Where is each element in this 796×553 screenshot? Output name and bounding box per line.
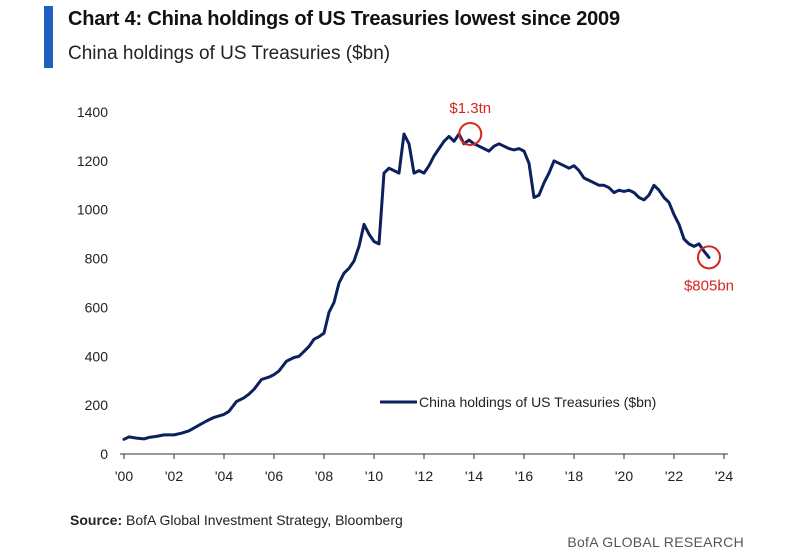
x-axis-ticks: '00 '02 '04 '06 '08 '10 '12 '14 '16 '18 '20 '22 '24 [115,454,733,484]
x-tick-label: '20 [615,468,633,484]
y-tick-label: 1000 [77,202,108,218]
annotation-label: $805bn [684,277,734,294]
chart-subtitle: China holdings of US Treasuries ($bn) [68,43,391,64]
annotations: $1.3tn $805bn [449,100,734,294]
annotation-circle [458,121,483,146]
series-line [122,132,711,441]
y-tick-label: 800 [85,251,109,267]
x-tick-label: '16 [515,468,533,484]
annotation-label: $1.3tn [449,100,491,117]
chart-title: Chart 4: China holdings of US Treasuries… [68,8,620,30]
source-label: Source: [70,512,123,528]
legend-label: China holdings of US Treasuries ($bn) [419,394,656,410]
y-tick-label: 400 [85,348,109,364]
x-tick-label: '04 [215,468,233,484]
source-text: BofA Global Investment Strategy, Bloombe… [126,512,403,528]
source-note: Source: BofA Global Investment Strategy,… [70,512,403,528]
brand-label: BofA GLOBAL RESEARCH [567,534,744,550]
y-tick-label: 200 [85,397,109,413]
x-tick-label: '00 [115,468,133,484]
y-tick-label: 1200 [77,153,108,169]
x-tick-label: '10 [365,468,383,484]
y-tick-label: 1400 [77,104,108,120]
legend: China holdings of US Treasuries ($bn) [380,394,656,410]
x-tick-label: '06 [265,468,283,484]
y-tick-label: 0 [100,446,108,462]
annotation-circle [697,245,721,270]
title-accent-bar [44,6,53,68]
y-tick-label: 600 [85,299,109,315]
x-tick-label: '22 [665,468,683,484]
y-axis-ticks: 0 200 400 600 800 1000 1200 1400 [77,104,108,462]
x-tick-label: '02 [165,468,183,484]
x-tick-label: '08 [315,468,333,484]
x-tick-label: '12 [415,468,433,484]
x-tick-label: '24 [715,468,733,484]
x-tick-label: '18 [565,468,583,484]
x-tick-label: '14 [465,468,483,484]
